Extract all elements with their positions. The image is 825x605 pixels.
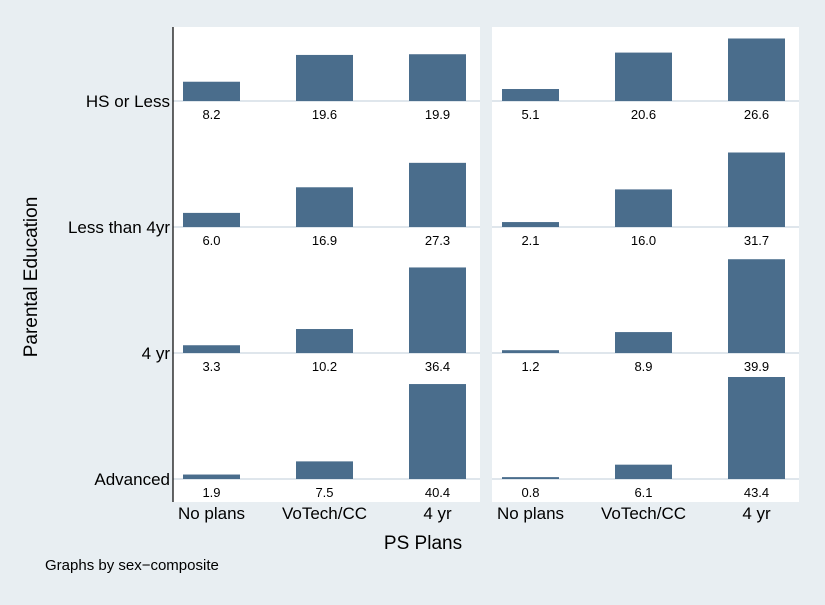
data-label: 1.9 [202,485,220,500]
data-label: 3.3 [202,359,220,374]
data-label: 20.6 [631,107,656,122]
y-axis-title: Parental Education [21,197,42,358]
bar-3-2 [296,329,353,353]
data-label: 8.2 [202,107,220,122]
panels-group: 8.2 19.6 19.9 6.0 16.9 27.3 3.3 10.2 36.4 1.9 7.5 4… [68,27,799,523]
bar-4-1 [502,477,559,479]
data-label: 10.2 [312,359,337,374]
bar-1-2 [615,52,672,101]
data-label: 16.0 [631,233,656,248]
panel-1: 8.2 19.6 19.9 6.0 16.9 27.3 3.3 10.2 36.4 1.9 7.5 4… [173,27,480,523]
bar-1-3 [728,38,785,101]
data-label: 26.6 [744,107,769,122]
data-label: 1.2 [521,359,539,374]
bar-2-1 [183,212,240,227]
x-tick-label: 4 yr [742,504,771,523]
y-tick-label: Advanced [94,470,170,489]
data-label: 19.9 [425,107,450,122]
x-tick-label: No plans [497,504,564,523]
data-label: 8.9 [634,359,652,374]
x-axis-title: PS Plans [384,533,462,554]
bar-1-1 [183,81,240,101]
data-label: 0.8 [521,485,539,500]
bar-2-1 [502,222,559,227]
y-tick-label: HS or Less [86,92,170,111]
x-tick-label: VoTech/CC [282,504,367,523]
bar-4-3 [409,384,466,479]
data-label: 5.1 [521,107,539,122]
data-label: 6.0 [202,233,220,248]
bar-3-3 [728,259,785,353]
bar-2-2 [296,187,353,227]
data-label: 7.5 [315,485,333,500]
bar-1-3 [409,54,466,101]
bar-4-1 [183,474,240,479]
bar-2-2 [615,189,672,227]
bar-3-1 [183,345,240,353]
bar-2-3 [409,162,466,227]
data-label: 31.7 [744,233,769,248]
bar-4-2 [296,461,353,479]
bar-2-3 [728,152,785,227]
data-label: 39.9 [744,359,769,374]
y-tick-label: Less than 4yr [68,218,170,237]
data-label: 6.1 [634,485,652,500]
data-label: 2.1 [521,233,539,248]
bar-1-1 [502,89,559,101]
bar-3-1 [502,350,559,353]
data-label: 16.9 [312,233,337,248]
data-label: 27.3 [425,233,450,248]
data-label: 19.6 [312,107,337,122]
x-tick-label: No plans [178,504,245,523]
panel-2: 5.1 20.6 26.6 2.1 16.0 31.7 1.2 8.9 39.9 0.8 6.1 43… [492,27,799,523]
x-tick-label: 4 yr [423,504,452,523]
data-label: 40.4 [425,485,450,500]
bar-4-2 [615,464,672,479]
data-label: 43.4 [744,485,769,500]
bar-1-2 [296,54,353,101]
bar-3-2 [615,332,672,353]
y-tick-label: 4 yr [142,344,171,363]
data-label: 36.4 [425,359,450,374]
x-tick-label: VoTech/CC [601,504,686,523]
by-group-note: Graphs by sex−composite [45,557,219,574]
bar-3-3 [409,267,466,353]
bar-4-3 [728,377,785,479]
